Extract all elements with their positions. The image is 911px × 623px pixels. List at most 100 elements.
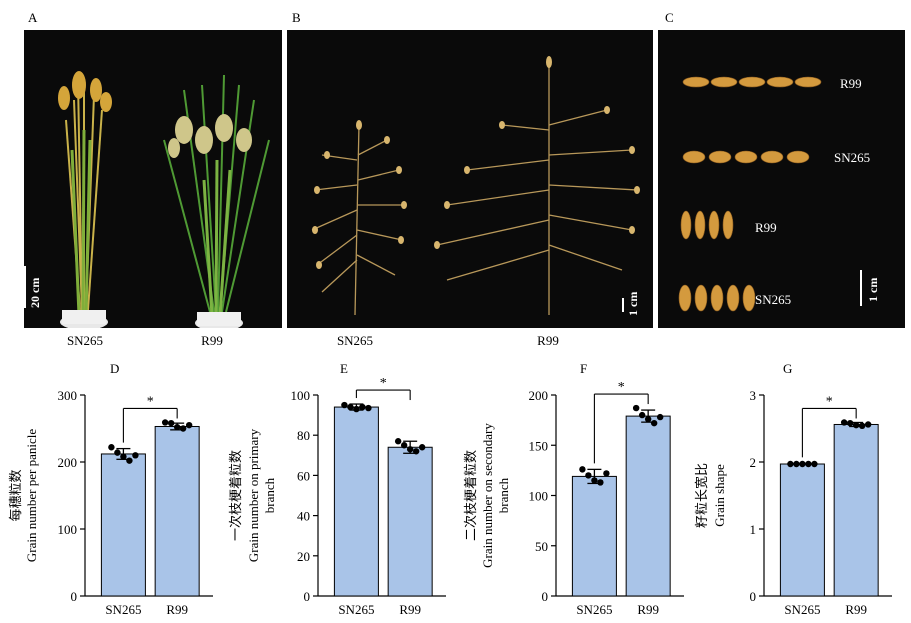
data-point-e-r99 xyxy=(412,448,420,455)
y-axis-label-en-f: branch xyxy=(496,477,511,513)
y-tick-label-d: 0 xyxy=(71,589,78,604)
y-tick-label-f: 150 xyxy=(529,438,549,453)
y-axis-label-en-e: branch xyxy=(262,477,277,513)
photo-label-b-sn265: SN265 xyxy=(336,333,374,348)
x-tick-label-f-sn265: SN265 xyxy=(576,602,612,617)
data-point-d-sn265 xyxy=(120,453,127,460)
panel-letter-a: A xyxy=(28,10,38,25)
y-tick-label-g: 2 xyxy=(750,455,757,470)
bar-g-r99 xyxy=(833,423,879,597)
y-tick-label-g: 1 xyxy=(750,522,757,537)
y-axis-label-cn-e: 一次枝梗着粒数 xyxy=(228,450,243,541)
data-point-e-r99 xyxy=(418,444,426,451)
y-tick-label-f: 0 xyxy=(542,589,549,604)
data-point-e-sn265 xyxy=(347,403,354,411)
data-point-f-r99 xyxy=(638,411,646,419)
y-tick-label-f: 200 xyxy=(529,388,549,403)
data-point-d-r99 xyxy=(167,419,175,427)
y-tick-label-e: 80 xyxy=(297,428,310,443)
data-point-e-sn265 xyxy=(365,404,372,412)
data-point-g-r99 xyxy=(846,419,854,427)
x-tick-label-d-r99: R99 xyxy=(166,602,188,617)
y-tick-label-g: 0 xyxy=(750,589,757,604)
y-axis-label-en-g: Grain shape xyxy=(712,464,727,527)
bar-d-sn265 xyxy=(100,453,146,597)
photo-rice-grains: R99 SN265 R99 SN265 xyxy=(658,30,905,328)
y-axis-label-en-e: Grain number on primary xyxy=(246,428,261,562)
bar-f-r99 xyxy=(625,415,671,597)
data-point-e-sn265 xyxy=(341,401,348,409)
grains-illustration xyxy=(658,30,905,328)
data-point-g-sn265 xyxy=(793,460,800,468)
bar-d-r99 xyxy=(154,425,200,597)
bar-g-sn265 xyxy=(779,463,825,597)
significance-marker-g: * xyxy=(826,394,833,409)
data-point-d-sn265 xyxy=(126,457,133,464)
scale-bar-c: 1 cm xyxy=(856,270,886,314)
data-point-e-r99 xyxy=(406,446,414,453)
data-point-f-sn265 xyxy=(597,479,604,486)
data-point-g-sn265 xyxy=(799,460,806,468)
photo-rice-panicles xyxy=(287,30,653,328)
panel-letter-c: C xyxy=(665,10,674,25)
scale-bar-line xyxy=(622,298,624,312)
panel-letter-b: B xyxy=(292,10,301,25)
grain-label-r99-length: R99 xyxy=(840,76,862,91)
y-tick-label-e: 60 xyxy=(297,468,310,483)
photo-rice-plants xyxy=(24,30,282,328)
data-point-f-sn265 xyxy=(585,472,592,479)
scale-bar-b: 1 cm xyxy=(620,292,644,324)
data-point-d-r99 xyxy=(161,419,169,426)
y-tick-label-d: 200 xyxy=(58,455,78,470)
data-point-d-sn265 xyxy=(114,449,121,456)
rice-plants-illustration xyxy=(24,30,282,328)
y-axis-label-cn-g: 籽粒长宽比 xyxy=(694,463,709,528)
y-tick-label-d: 300 xyxy=(58,388,78,403)
bar-f-sn265 xyxy=(571,475,617,597)
data-point-g-sn265 xyxy=(811,460,818,468)
y-tick-label-g: 3 xyxy=(750,388,757,403)
data-point-e-sn265 xyxy=(359,403,366,411)
grain-label-sn265-width: SN265 xyxy=(755,292,792,307)
data-point-f-sn265 xyxy=(603,470,610,477)
data-point-d-sn265 xyxy=(108,444,115,451)
grain-label-r99-width: R99 xyxy=(755,220,777,235)
data-point-d-sn265 xyxy=(132,452,139,459)
data-point-e-sn265 xyxy=(353,405,360,413)
y-tick-label-e: 40 xyxy=(297,509,310,524)
y-tick-label-d: 100 xyxy=(58,522,78,537)
data-point-f-r99 xyxy=(632,404,640,412)
panel-letter-g: G xyxy=(783,361,792,376)
data-point-g-r99 xyxy=(840,419,848,426)
bar-e-r99 xyxy=(387,446,433,597)
panel-letter-d: D xyxy=(110,361,119,376)
scale-bar-a: 20 cm xyxy=(22,266,52,310)
y-tick-label-e: 0 xyxy=(304,589,311,604)
data-point-d-r99 xyxy=(179,425,187,432)
y-axis-label-cn-d: 每穗粒数 xyxy=(8,469,23,521)
y-tick-label-f: 100 xyxy=(529,489,549,504)
data-point-f-sn265 xyxy=(579,466,586,473)
x-tick-label-g-r99: R99 xyxy=(845,602,867,617)
x-tick-label-e-sn265: SN265 xyxy=(338,602,374,617)
grain-label-sn265-length: SN265 xyxy=(834,150,871,165)
y-axis-label-cn-f: 二次枝梗着粒数 xyxy=(463,450,478,541)
x-tick-label-e-r99: R99 xyxy=(399,602,421,617)
photo-label-a-r99: R99 xyxy=(201,333,223,348)
y-axis-label-en-f: Grain number on secondary xyxy=(480,423,495,568)
photo-label-a-sn265: SN265 xyxy=(66,333,104,348)
y-tick-label-e: 100 xyxy=(291,388,311,403)
x-tick-label-g-sn265: SN265 xyxy=(784,602,820,617)
y-axis-label-en-d: Grain number per panicle xyxy=(24,429,39,562)
data-point-g-r99 xyxy=(858,422,866,430)
data-point-g-r99 xyxy=(864,421,872,428)
panel-letter-e: E xyxy=(340,361,348,376)
data-point-g-sn265 xyxy=(805,460,812,468)
data-point-e-r99 xyxy=(400,442,408,449)
scale-bar-line xyxy=(860,270,862,306)
significance-marker-f: * xyxy=(618,380,625,395)
data-point-f-r99 xyxy=(656,413,664,421)
x-tick-label-d-sn265: SN265 xyxy=(105,602,141,617)
panicles-illustration xyxy=(287,30,653,328)
